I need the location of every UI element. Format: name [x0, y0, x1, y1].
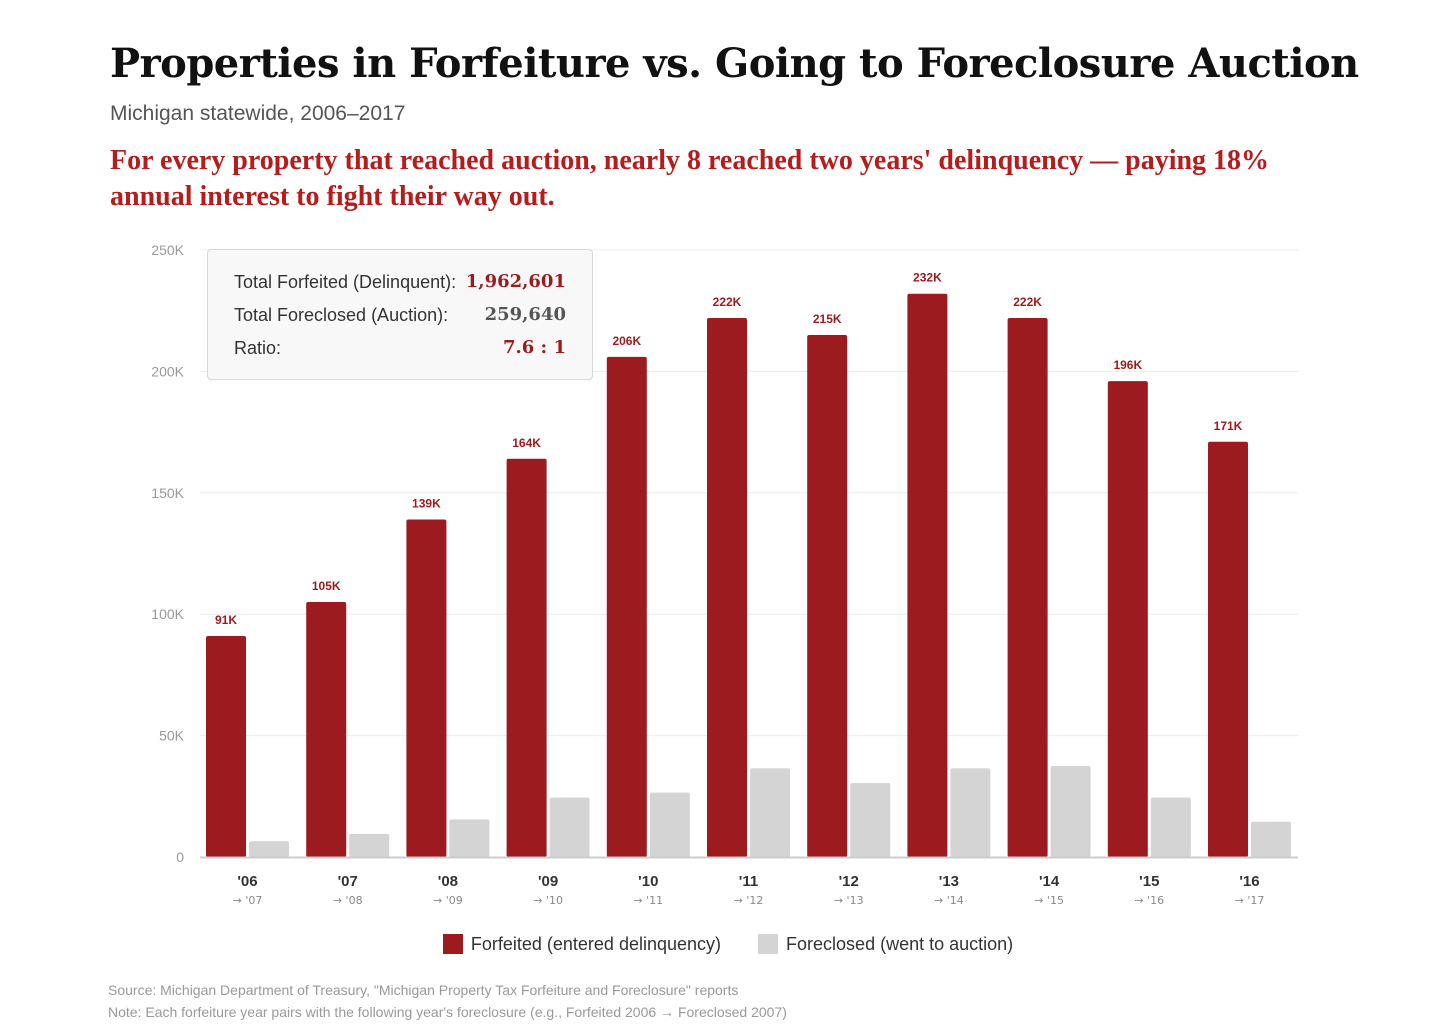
legend-label-forfeited: Forfeited (entered delinquency)	[470, 933, 722, 954]
bar-foreclosed	[249, 841, 289, 857]
chart-title: Properties in Forfeiture vs. Going to Fo…	[110, 40, 1359, 87]
x-tick-sublabel: → '11	[633, 894, 663, 907]
x-tick-label: '08	[438, 873, 458, 890]
bar-value-label: 222K	[1013, 295, 1042, 309]
bar-value-label: 171K	[1214, 419, 1243, 433]
x-tick-label: '07	[338, 873, 358, 890]
x-tick-label: '15	[1139, 873, 1159, 890]
y-tick-label: 200K	[151, 363, 184, 379]
bar-forfeited	[707, 317, 747, 857]
bar-foreclosed	[449, 819, 490, 857]
bar-forfeited	[907, 293, 948, 858]
bar-forfeited	[506, 458, 547, 857]
x-tick-sublabel: → '17	[1235, 894, 1265, 907]
x-tick-sublabel: → '08	[333, 894, 363, 907]
bar-forfeited	[1208, 441, 1248, 857]
footnote: Note: Each forfeiture year pairs with th…	[108, 1004, 787, 1020]
bar-value-label: 139K	[412, 497, 441, 511]
summary-ratio-value: 7.6 : 1	[502, 337, 566, 358]
x-tick-sublabel: → '07	[233, 894, 263, 907]
bar-foreclosed	[750, 768, 790, 857]
bar-forfeited	[306, 602, 347, 857]
y-tick-label: 250K	[151, 242, 184, 258]
x-tick-sublabel: → '13	[834, 894, 864, 907]
bar-forfeited	[1107, 381, 1148, 857]
legend-label-foreclosed: Foreclosed (went to auction)	[786, 933, 1014, 954]
bar-value-label: 105K	[312, 579, 341, 593]
summary-foreclosed-label: Total Foreclosed (Auction):	[234, 305, 449, 325]
legend-swatch-foreclosed	[758, 933, 779, 954]
x-tick-label: '12	[839, 873, 859, 890]
bar-value-label: 196K	[1113, 358, 1142, 372]
x-tick-sublabel: → '16	[1134, 894, 1164, 907]
x-tick-label: '10	[638, 873, 658, 890]
x-tick-sublabel: → '10	[533, 894, 563, 907]
bar-forfeited	[1007, 317, 1048, 857]
x-tick-sublabel: → '09	[433, 894, 463, 907]
bar-foreclosed	[1251, 821, 1291, 857]
x-tick-sublabel: → '12	[734, 894, 764, 907]
y-tick-label: 100K	[151, 606, 184, 622]
summary-forfeited-label: Total Forfeited (Delinquent):	[234, 272, 457, 292]
bar-foreclosed	[1150, 797, 1191, 857]
bar-value-label: 232K	[913, 271, 942, 285]
bar-forfeited	[606, 356, 647, 857]
x-tick-sublabel: → '15	[1034, 894, 1064, 907]
y-tick-label: 0	[176, 849, 184, 865]
bar-forfeited	[807, 334, 848, 858]
bar-value-label: 215K	[813, 312, 842, 326]
bar-value-label: 206K	[612, 334, 641, 348]
summary-row-foreclosed: Total Foreclosed (Auction): 259,640	[234, 304, 566, 333]
y-tick-label: 50K	[159, 728, 185, 744]
chart-legend: Forfeited (entered delinquency) Foreclos…	[0, 933, 1456, 955]
source-note: Source: Michigan Department of Treasury,…	[108, 982, 739, 998]
x-tick-label: '11	[739, 873, 758, 890]
legend-item-forfeited: Forfeited (entered delinquency)	[442, 933, 722, 955]
legend-swatch-forfeited	[442, 933, 463, 954]
x-tick-label: '06	[237, 873, 257, 890]
legend-item-foreclosed: Foreclosed (went to auction)	[758, 933, 1014, 955]
bar-foreclosed	[850, 782, 891, 857]
summary-box: Total Forfeited (Delinquent): 1,962,601 …	[207, 249, 593, 380]
chart-subtitle: Michigan statewide, 2006–2017	[110, 102, 406, 125]
bar-value-label: 164K	[512, 436, 541, 450]
x-tick-label: '14	[1039, 873, 1060, 890]
x-tick-sublabel: → '14	[934, 894, 964, 907]
x-tick-label: '16	[1239, 873, 1259, 890]
bar-foreclosed	[649, 792, 690, 857]
summary-row-ratio: Ratio: 7.6 : 1	[234, 337, 566, 366]
x-tick-label: '13	[939, 873, 959, 890]
summary-foreclosed-value: 259,640	[484, 304, 566, 325]
bar-value-label: 222K	[713, 295, 742, 309]
summary-forfeited-value: 1,962,601	[465, 271, 566, 292]
x-tick-label: '09	[538, 873, 558, 890]
summary-ratio-label: Ratio:	[234, 338, 282, 358]
bar-forfeited	[206, 636, 246, 857]
bar-foreclosed	[950, 768, 991, 857]
summary-row-forfeited: Total Forfeited (Delinquent): 1,962,601	[234, 271, 566, 300]
bar-foreclosed	[1050, 765, 1091, 857]
bar-value-label: 91K	[215, 613, 237, 627]
bar-foreclosed	[349, 833, 390, 857]
bar-foreclosed	[549, 797, 590, 857]
chart-headline: For every property that reached auction,…	[110, 145, 1270, 212]
bar-forfeited	[406, 519, 447, 857]
y-tick-label: 150K	[151, 485, 184, 501]
